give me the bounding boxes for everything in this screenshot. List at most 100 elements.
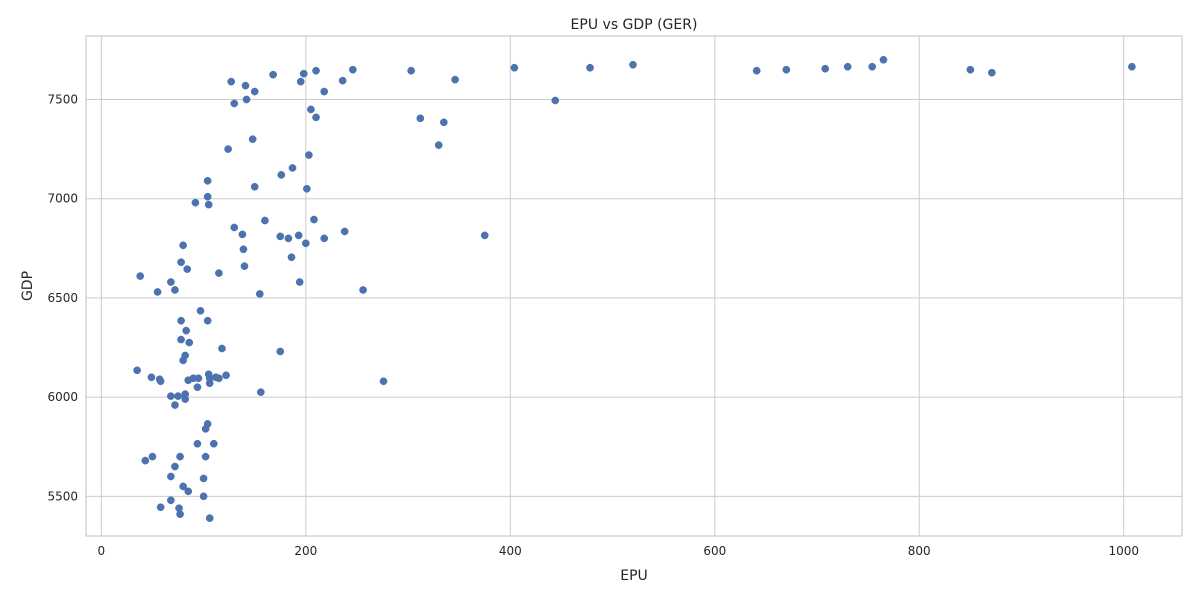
data-point	[821, 64, 830, 73]
data-point	[179, 241, 187, 250]
data-point	[295, 278, 304, 286]
data-point	[276, 347, 285, 356]
x-tick-label: 0	[98, 544, 106, 558]
data-point	[167, 472, 175, 481]
data-point	[255, 290, 264, 298]
data-point	[439, 118, 448, 127]
data-point	[171, 462, 179, 471]
data-point	[179, 482, 187, 491]
data-point	[480, 231, 489, 240]
data-point	[586, 63, 594, 72]
data-point	[133, 366, 141, 375]
data-point	[310, 215, 318, 224]
data-point	[218, 344, 226, 353]
data-point	[434, 141, 443, 149]
data-point	[240, 262, 249, 271]
data-point	[224, 145, 232, 153]
data-point	[205, 514, 214, 522]
data-point	[320, 234, 329, 243]
data-point	[296, 77, 305, 86]
data-point	[209, 439, 218, 448]
data-point	[239, 245, 248, 254]
x-axis-title: EPU	[620, 568, 648, 584]
data-point	[261, 216, 269, 225]
data-point	[416, 114, 425, 123]
data-point	[167, 392, 175, 400]
data-point	[174, 392, 182, 400]
y-tick-label: 6000	[47, 390, 78, 404]
grid	[86, 36, 1182, 536]
data-point	[156, 503, 165, 512]
data-point	[201, 452, 210, 461]
data-point	[966, 65, 975, 74]
data-point	[196, 306, 205, 315]
x-tick-label: 1000	[1108, 544, 1139, 558]
data-point	[191, 198, 200, 207]
data-point	[203, 176, 212, 185]
data-point	[879, 55, 888, 64]
data-point	[407, 66, 415, 75]
chart-title: EPU vs GDP (GER)	[571, 17, 698, 33]
data-point	[340, 227, 349, 236]
data-point	[199, 474, 208, 483]
data-point	[203, 420, 212, 428]
data-point	[277, 171, 286, 179]
data-point	[242, 95, 251, 104]
data-point	[302, 184, 311, 193]
data-point	[177, 258, 185, 267]
data-point	[181, 395, 190, 403]
x-tick-label: 800	[908, 544, 931, 558]
y-tick-label: 7500	[47, 92, 78, 106]
y-tick-label: 7000	[47, 192, 78, 206]
data-point	[156, 377, 165, 386]
data-point	[205, 379, 214, 388]
data-point	[250, 182, 259, 191]
plot-frame	[85, 35, 1183, 537]
data-point	[177, 316, 185, 325]
data-point	[199, 492, 208, 501]
data-point	[194, 374, 203, 383]
data-point	[185, 338, 194, 347]
data-point	[629, 60, 637, 69]
data-point	[284, 234, 293, 243]
data-point	[843, 62, 852, 71]
y-tick-label: 6500	[47, 291, 78, 305]
data-point	[204, 200, 213, 209]
data-point	[301, 239, 310, 248]
data-point	[276, 232, 285, 241]
data-point	[359, 286, 367, 294]
data-point	[215, 374, 223, 383]
data-point	[294, 231, 303, 240]
data-point	[176, 452, 184, 461]
data-point	[451, 75, 459, 84]
y-tick-label: 5500	[47, 489, 78, 503]
data-point	[167, 496, 175, 505]
data-point	[287, 253, 296, 262]
data-point	[241, 81, 250, 90]
data-point	[182, 326, 191, 335]
data-point	[238, 230, 247, 239]
data-point	[203, 316, 212, 325]
data-point	[379, 377, 388, 386]
data-points	[133, 55, 1136, 522]
data-point	[250, 87, 259, 96]
data-point	[230, 99, 239, 108]
data-point	[288, 164, 297, 172]
data-point	[348, 65, 357, 74]
data-point	[510, 63, 519, 72]
data-point	[752, 66, 761, 75]
data-point	[183, 265, 192, 273]
data-point	[305, 151, 313, 159]
data-point	[248, 135, 257, 144]
data-point	[136, 272, 145, 280]
x-tick-label: 200	[294, 544, 317, 558]
data-point	[171, 401, 179, 409]
x-tick-labels: 0 200 400 600 800 1000	[98, 544, 1139, 558]
data-point	[148, 452, 157, 461]
data-point	[987, 68, 996, 77]
data-point	[153, 288, 162, 296]
data-point	[307, 105, 315, 114]
data-point	[176, 510, 184, 519]
data-point	[215, 269, 223, 277]
